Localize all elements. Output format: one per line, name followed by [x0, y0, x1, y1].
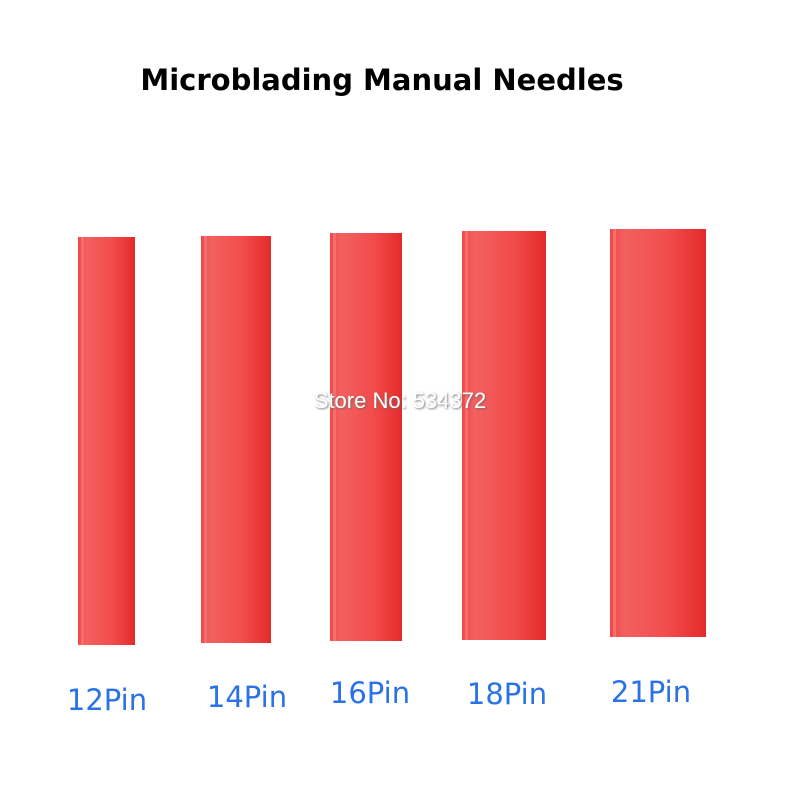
- needle: 18Pin: [462, 180, 547, 711]
- needle-highlight: [465, 231, 468, 640]
- needle: 21Pin: [610, 171, 706, 709]
- title: Microblading Manual Needles: [140, 63, 623, 97]
- needle-label: 12Pin: [67, 683, 147, 717]
- needles: 12Pin 14Pin 16Pin 18Pin 21Pin: [67, 171, 706, 717]
- needle-body: [201, 236, 271, 643]
- needle-highlight: [333, 233, 336, 641]
- needle-body: [462, 231, 546, 640]
- needle-body: [610, 229, 706, 637]
- needle: 12Pin: [67, 195, 147, 717]
- needle-highlight: [204, 236, 207, 643]
- needle-highlight: [81, 237, 84, 645]
- needle-highlight: [613, 229, 616, 637]
- needle-label: 18Pin: [467, 677, 547, 711]
- watermark: Store No: 534372: [314, 388, 486, 413]
- needle-body: [78, 237, 135, 645]
- needle: 16Pin: [330, 190, 410, 710]
- needle-label: 16Pin: [330, 676, 410, 710]
- needle-body: [330, 233, 402, 641]
- needle: 14Pin: [201, 192, 287, 714]
- needle-label: 14Pin: [207, 680, 287, 714]
- needle-label: 21Pin: [611, 675, 691, 709]
